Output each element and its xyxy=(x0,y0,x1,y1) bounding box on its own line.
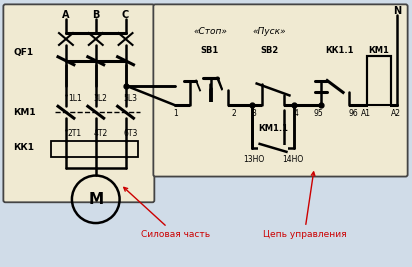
Text: 96: 96 xyxy=(348,109,358,118)
Text: 4: 4 xyxy=(294,109,299,118)
Bar xyxy=(321,102,349,108)
FancyBboxPatch shape xyxy=(3,4,154,202)
Text: SB2: SB2 xyxy=(260,46,279,55)
Bar xyxy=(368,103,390,107)
Text: 5L3: 5L3 xyxy=(124,94,138,103)
Text: A2: A2 xyxy=(391,109,401,118)
Text: КК1.1: КК1.1 xyxy=(325,46,353,55)
Text: КК1: КК1 xyxy=(13,143,34,152)
Text: 1: 1 xyxy=(173,109,178,118)
Text: C: C xyxy=(122,10,129,20)
Text: Цепь управления: Цепь управления xyxy=(262,172,346,239)
Text: A1: A1 xyxy=(361,109,371,118)
Text: N: N xyxy=(393,6,401,16)
Text: 95: 95 xyxy=(314,109,323,118)
Text: М: М xyxy=(88,192,103,207)
Text: «Стоп»: «Стоп» xyxy=(193,27,227,36)
Text: 2T1: 2T1 xyxy=(68,128,82,138)
FancyBboxPatch shape xyxy=(153,4,407,176)
Text: 13НО: 13НО xyxy=(243,155,265,164)
Text: 4T2: 4T2 xyxy=(94,128,108,138)
Text: КМ1: КМ1 xyxy=(13,108,36,117)
Text: A: A xyxy=(62,10,70,20)
Bar xyxy=(367,56,391,105)
Text: QF1: QF1 xyxy=(13,48,33,57)
Text: SB1: SB1 xyxy=(201,46,219,55)
Bar xyxy=(190,102,228,108)
Text: «Пуск»: «Пуск» xyxy=(253,27,286,36)
Text: Силовая часть: Силовая часть xyxy=(124,187,210,239)
Text: 6T3: 6T3 xyxy=(124,128,138,138)
Bar xyxy=(367,56,391,105)
Text: 1L1: 1L1 xyxy=(68,94,82,103)
Text: КМ1: КМ1 xyxy=(368,46,389,55)
Text: 3L2: 3L2 xyxy=(94,94,108,103)
Bar xyxy=(262,102,284,108)
Text: 2: 2 xyxy=(232,109,236,118)
Bar xyxy=(258,145,288,151)
Text: 3: 3 xyxy=(251,109,256,118)
Text: КМ1.1: КМ1.1 xyxy=(258,124,288,132)
Text: B: B xyxy=(92,10,99,20)
Bar xyxy=(51,141,138,157)
Text: 14НО: 14НО xyxy=(282,155,303,164)
